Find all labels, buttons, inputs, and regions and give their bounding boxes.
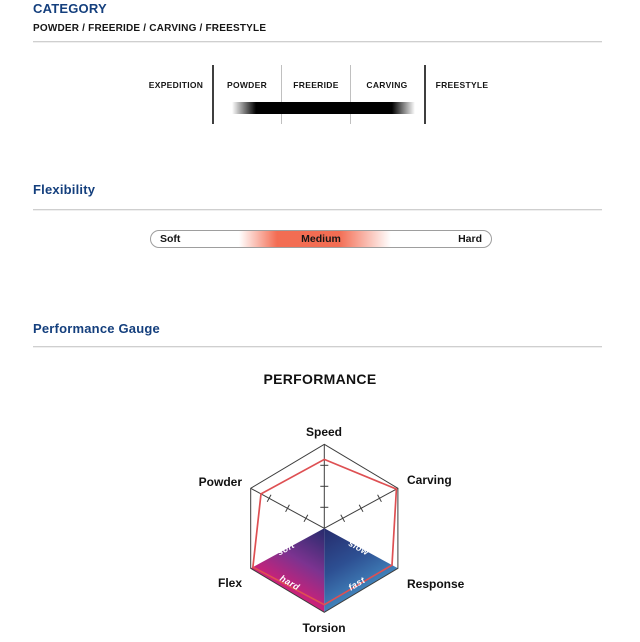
flexibility-heading: Flexibility (33, 182, 96, 197)
radar-axis-label-response: Response (407, 577, 465, 591)
scale-divider (281, 65, 282, 124)
performance-chart-title: PERFORMANCE (263, 371, 377, 387)
radar-tick (303, 514, 309, 523)
scale-divider (350, 65, 351, 124)
radar-tick (377, 494, 382, 503)
radar-tick (285, 504, 290, 513)
category-subtitle: POWDER / FREERIDE / CARVING / FREESTYLE (33, 23, 267, 34)
scale-label-freeride: FREERIDE (293, 80, 339, 90)
flexibility-rule (33, 209, 602, 211)
scale-label-powder: POWDER (226, 80, 268, 90)
category-gradient-bar (232, 102, 415, 114)
scale-label-freestyle: FREESTYLE (435, 80, 489, 90)
scale-label-expedition: EXPEDITION (148, 80, 204, 90)
radar-tick (266, 494, 272, 503)
category-heading: CATEGORY (33, 1, 107, 16)
performance-rule (33, 346, 602, 348)
radar-axis-label-speed: Speed (306, 425, 342, 439)
category-rule (33, 41, 602, 43)
radar-series-line (251, 458, 398, 606)
flexibility-bar: Soft Medium Hard (150, 230, 492, 248)
flex-label-hard: Hard (458, 233, 482, 245)
radar-axis-label-flex: Flex (218, 576, 242, 590)
category-scale: EXPEDITION POWDER FREERIDE CARVING FREES… (0, 0, 640, 140)
radar-diamond-right (324, 528, 398, 613)
radar-axis-label-powder: Powder (199, 475, 243, 489)
radar-axis-label-torsion: Torsion (302, 621, 345, 635)
flex-label-medium: Medium (301, 233, 341, 245)
radar-tick (358, 504, 364, 513)
scale-divider (212, 65, 214, 124)
performance-heading: Performance Gauge (33, 321, 160, 336)
radar-tick (340, 514, 346, 523)
radar-outline (250, 443, 399, 613)
radar-diamond-left (250, 528, 325, 613)
flex-label-soft: Soft (160, 233, 181, 245)
radar-axis-label-carving: Carving (407, 473, 452, 487)
scale-label-carving: CARVING (366, 80, 408, 90)
scale-divider (424, 65, 426, 124)
